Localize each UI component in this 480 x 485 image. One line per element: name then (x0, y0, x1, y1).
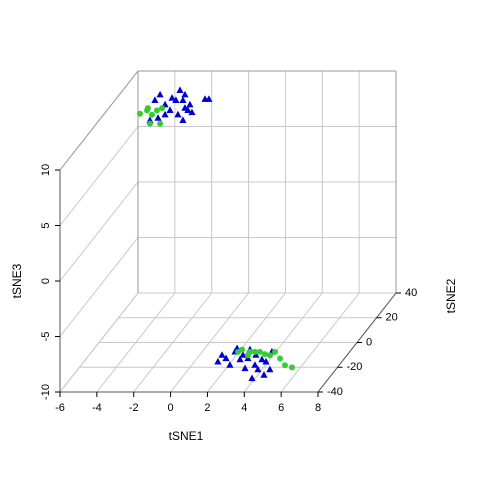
point (168, 94, 176, 101)
point (136, 110, 143, 117)
point (146, 120, 153, 127)
point (174, 110, 182, 118)
z-tick-label: 10 (40, 164, 52, 176)
point (239, 351, 247, 358)
point (166, 106, 174, 113)
point (277, 355, 284, 362)
point (248, 374, 256, 382)
z-tick-label: -5 (40, 332, 52, 342)
grid-line (59, 237, 139, 337)
z-tick-label: 0 (40, 278, 52, 284)
grid-line (59, 126, 139, 226)
point (159, 105, 166, 112)
point (181, 90, 189, 98)
z-tick-label: 5 (40, 222, 52, 228)
point (148, 111, 155, 118)
point (157, 120, 164, 127)
x-tick-label: 6 (278, 402, 284, 414)
y-tick-label: -40 (327, 386, 343, 398)
point (281, 362, 288, 369)
point (222, 354, 230, 362)
point (144, 105, 151, 112)
point (188, 108, 196, 116)
point (179, 116, 187, 123)
point (288, 364, 295, 371)
grid (59, 70, 397, 393)
point (244, 352, 251, 359)
point (176, 86, 184, 93)
point (181, 104, 189, 111)
point (179, 96, 187, 103)
z-tick-label: -10 (40, 384, 52, 400)
y-tick-label: 40 (405, 287, 417, 299)
point (260, 371, 268, 378)
point (251, 348, 258, 355)
point (272, 348, 279, 355)
point (258, 355, 266, 363)
point (266, 352, 273, 359)
point (151, 96, 159, 103)
point (214, 357, 222, 365)
point (172, 96, 180, 103)
x-tick-label: 2 (204, 402, 210, 414)
x-tick-label: 8 (315, 402, 321, 414)
point (218, 351, 226, 358)
point (226, 361, 234, 368)
point (156, 90, 164, 98)
point (236, 355, 244, 363)
point (241, 364, 249, 372)
y-tick-label: 0 (366, 336, 372, 348)
x-tick-label: 0 (168, 402, 174, 414)
box-edge (59, 70, 139, 171)
box (59, 70, 397, 393)
x-tick-label: -6 (55, 402, 65, 414)
point (261, 351, 268, 358)
z-axis-title: tSNE3 (10, 263, 24, 298)
point (256, 348, 263, 355)
point (266, 365, 274, 373)
point (205, 95, 213, 102)
x-tick-label: -4 (92, 402, 102, 414)
point (239, 346, 246, 353)
y-tick-label: -20 (347, 361, 363, 373)
point (186, 100, 194, 108)
x-tick-label: -2 (129, 402, 139, 414)
point (153, 107, 160, 114)
point (262, 357, 270, 365)
point (154, 114, 162, 121)
point (251, 361, 259, 368)
point (254, 365, 262, 373)
point (161, 110, 169, 118)
y-axis-title: tSNE2 (444, 278, 458, 313)
x-tick-label: 4 (241, 402, 247, 414)
points (136, 86, 295, 382)
x-axis-title: tSNE1 (169, 429, 204, 443)
grid-line (59, 181, 139, 282)
y-tick-label: 20 (386, 312, 398, 324)
